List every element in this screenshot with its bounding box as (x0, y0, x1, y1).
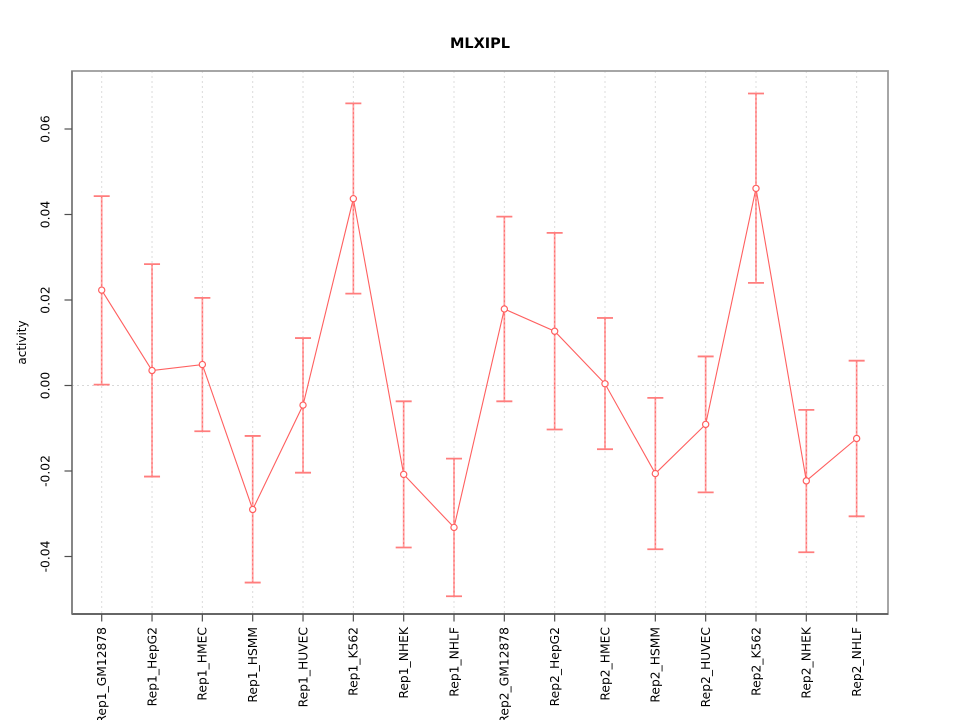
y-axis-tick-label: 0.06 (39, 115, 53, 143)
x-axis-tick-label: Rep2_HMEC (598, 627, 612, 701)
data-point-marker (299, 401, 307, 409)
y-axis-tick-label: 0.02 (39, 286, 53, 313)
x-axis-tick-label: Rep1_NHEK (397, 626, 411, 699)
data-point-marker (450, 523, 458, 532)
data-point-marker (349, 194, 358, 203)
data-point-marker (399, 470, 408, 479)
data-point-marker (97, 286, 106, 294)
x-axis-tick-label: Rep1_HSMM (246, 627, 260, 703)
y-axis-title: activity (15, 320, 29, 364)
x-axis-tick-label: Rep2_GM12878 (498, 627, 512, 720)
plot-border (71, 70, 889, 615)
data-point-marker (601, 380, 609, 388)
x-axis-tick-label: Rep1_GM12878 (95, 627, 109, 720)
x-axis-tick-label: Rep2_NHLF (850, 627, 864, 697)
data-point-marker (802, 477, 811, 485)
y-axis-tick-label: -0.04 (39, 540, 53, 572)
data-point-marker (752, 184, 760, 193)
x-axis-tick-label: Rep2_HUVEC (699, 627, 713, 707)
data-point-marker (148, 366, 156, 375)
data-point-marker (500, 305, 509, 313)
data-point-marker (852, 434, 861, 443)
x-axis-tick-label: Rep1_NHLF (447, 627, 461, 697)
data-point-marker (550, 327, 559, 335)
data-point-marker (701, 420, 710, 429)
x-axis-tick-label: Rep1_HUVEC (296, 627, 310, 707)
data-point-marker (248, 505, 257, 514)
x-axis-tick-label: Rep2_K562 (749, 627, 763, 696)
x-axis-tick-label: Rep2_NHEK (800, 626, 814, 699)
y-axis-tick-label: 0.04 (39, 201, 53, 229)
y-axis-tick-label: -0.02 (39, 455, 53, 487)
data-point-marker (651, 469, 660, 478)
x-axis-tick-label: Rep1_K562 (347, 627, 361, 696)
x-axis-tick-label: Rep2_HSMM (649, 627, 663, 703)
data-point-marker (198, 360, 207, 369)
chart-title: MLXIPL (449, 36, 511, 52)
y-axis-tick-label: 0.00 (39, 372, 53, 399)
series-line (101, 188, 858, 529)
x-axis-tick-label: Rep1_HepG2 (145, 627, 159, 706)
x-axis-tick-label: Rep1_HMEC (196, 627, 210, 701)
x-axis-tick-label: Rep2_HepG2 (548, 627, 562, 706)
